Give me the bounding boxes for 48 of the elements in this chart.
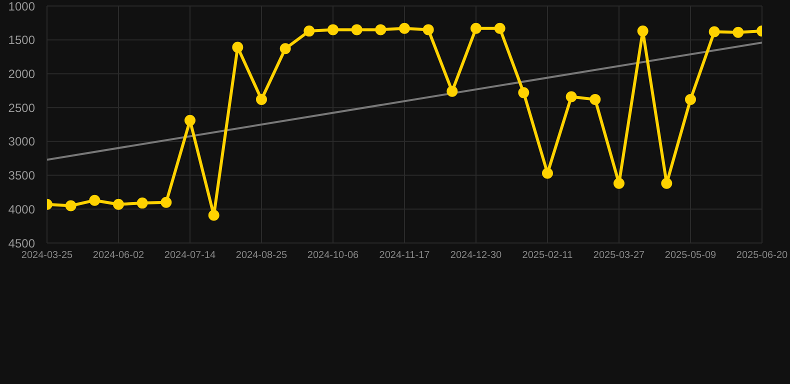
point [446,86,458,97]
point [661,178,672,189]
point [637,26,648,37]
point [470,22,482,34]
point [304,26,315,37]
x-tick-label: 2024-11-17 [379,250,430,262]
y-tick-label: 1500 [8,33,36,48]
point [494,22,506,34]
point [518,87,530,98]
point [708,26,720,38]
x-tick-label: 2024-08-25 [236,250,288,262]
point [160,196,172,208]
y-tick-label: 1000 [8,0,36,14]
point [280,43,291,54]
point [89,194,100,206]
y-tick-label: 4000 [8,202,36,216]
point [685,94,696,105]
point [351,24,362,36]
x-tick-label: 2024-03-25 [21,250,74,262]
x-tick-label: 2025-03-27 [593,250,646,262]
point [375,24,386,36]
x-tick-label: 2024-12-30 [450,250,502,262]
point [328,24,338,36]
y-tick-label: 2000 [8,66,36,81]
point [184,114,196,126]
point [566,91,577,102]
point [590,94,601,105]
point [399,22,410,34]
x-tick-label: 2025-05-09 [664,250,717,262]
point [232,42,244,53]
y-tick-label: 2500 [8,100,36,115]
point [208,210,220,221]
point [614,178,624,189]
x-tick-label: 2024-06-02 [92,250,145,262]
point [732,26,744,38]
x-tick-label: 2025-06-20 [736,250,788,262]
point [256,94,267,105]
point [422,24,434,36]
x-tick-label: 2024-10-06 [307,250,360,262]
y-tick-label: 3000 [8,134,36,149]
point [136,198,148,209]
point [542,168,553,179]
y-tick-label: 3500 [8,168,36,183]
point [65,200,76,212]
y-tick-label: 4500 [8,236,36,250]
x-tick-label: 2025-02-11 [522,250,574,262]
point [113,198,124,210]
x-tick-label: 2024-07-14 [164,250,216,262]
